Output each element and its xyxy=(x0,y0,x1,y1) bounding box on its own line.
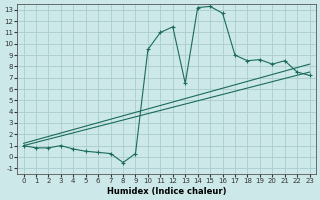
X-axis label: Humidex (Indice chaleur): Humidex (Indice chaleur) xyxy=(107,187,226,196)
